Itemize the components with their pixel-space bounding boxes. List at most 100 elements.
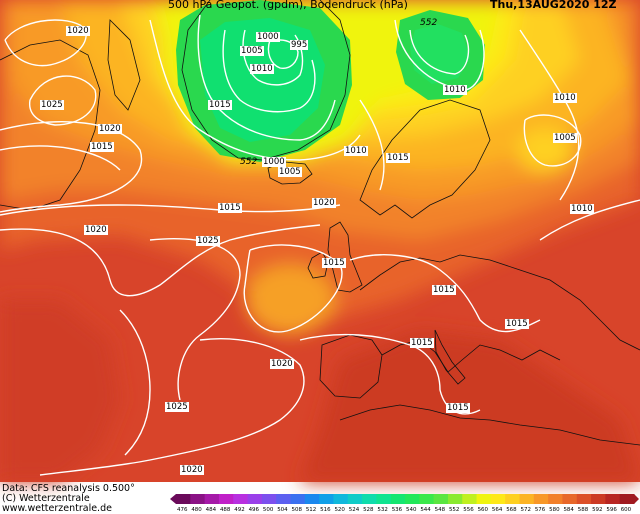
isobar-label: 1020 xyxy=(66,26,90,36)
isobar-label: 1005 xyxy=(278,167,302,177)
color-scale-tick-label: 592 xyxy=(592,507,603,513)
color-scale-tick-label: 528 xyxy=(363,507,374,513)
italy-coast xyxy=(434,329,466,385)
isobar-label: 1005 xyxy=(240,46,264,56)
color-scale-tick-label: 544 xyxy=(420,507,431,513)
isobar-1000-greenland xyxy=(242,29,304,86)
isobar-label: 1015 xyxy=(386,153,410,163)
color-scale-tick-label: 476 xyxy=(177,507,188,513)
isobar-1025-sw xyxy=(119,309,151,456)
isobar-label: 1000 xyxy=(262,157,286,167)
isobar-1005-scan xyxy=(409,29,470,75)
isobar-1015-greenland xyxy=(149,19,361,161)
color-scale-tick-label: 504 xyxy=(277,507,288,513)
map-datetime: Thu,13AUG2020 12Z xyxy=(490,0,617,11)
color-scale-tick-label: 548 xyxy=(434,507,446,513)
isobar-label: 1005 xyxy=(553,133,577,143)
color-scale-tick-label: 496 xyxy=(248,507,260,513)
color-scale-tick-label: 520 xyxy=(334,507,345,513)
isobar-label: 1015 xyxy=(410,338,434,348)
isobar-label: 1015 xyxy=(218,203,242,213)
canada-coast xyxy=(0,39,101,211)
isobar-1020-nw xyxy=(4,19,87,67)
field-zone-southwest xyxy=(0,300,120,482)
color-scale-tick-label: 512 xyxy=(305,507,317,513)
data-source-text: Data: CFS reanalysis 0.500° xyxy=(2,483,135,494)
color-scale-tick-label: 568 xyxy=(506,507,517,513)
isobar-label: 1010 xyxy=(344,146,368,156)
isobar-1010-east xyxy=(519,29,580,201)
isobar-label: 1020 xyxy=(270,359,294,369)
iberia-coast xyxy=(319,334,383,399)
isobar-1010-greenland xyxy=(197,14,336,141)
isobar-1010-north xyxy=(359,99,385,191)
color-scale-ticks: 476 480 484 488 492 496 500 504 508 512 516 520 524 5… xyxy=(172,506,640,514)
geopotential-label: 552 xyxy=(420,18,438,28)
isobar-1005-east xyxy=(523,114,582,167)
color-scale-tick-label: 524 xyxy=(348,507,360,513)
color-scale-tick-label: 492 xyxy=(234,507,245,513)
baffin-islands xyxy=(107,19,141,111)
isobar-label: 995 xyxy=(290,40,309,50)
scandinavia-low-inner xyxy=(410,24,470,84)
field-zone-south xyxy=(300,330,640,482)
isobar-label: 1010 xyxy=(570,204,594,214)
isobar-label: 1020 xyxy=(98,124,122,134)
isobar-1020-w xyxy=(0,121,143,213)
isobar-label: 1015 xyxy=(505,319,529,329)
color-scale-tick-label: 516 xyxy=(320,507,331,513)
color-scale-tick-label: 536 xyxy=(391,507,403,513)
map-title: 500 hPa Geopot. (gpdm), Bodendruck (hPa) xyxy=(168,0,408,11)
isobar-label: 1025 xyxy=(196,236,220,246)
isobar-1015-w xyxy=(0,145,121,171)
isobar-1005-greenland xyxy=(222,29,316,113)
isobar-label: 1015 xyxy=(446,403,470,413)
isobar-label: 1020 xyxy=(180,465,204,475)
color-scale-tick-label: 480 xyxy=(191,507,202,513)
color-scale-tick-label: 556 xyxy=(463,507,474,513)
africa-coast xyxy=(339,404,640,446)
color-scale-tick-label: 564 xyxy=(491,507,503,513)
isobar-1015-uk xyxy=(243,244,343,333)
isobar-label: 1015 xyxy=(90,142,114,152)
color-scale-tick-label: 600 xyxy=(620,507,632,513)
isobar-label: 1010 xyxy=(553,93,577,103)
isobar-label: 1010 xyxy=(250,64,274,74)
color-scale-tick-label: 540 xyxy=(406,507,417,513)
color-scale-tick-label: 488 xyxy=(219,507,231,513)
color-scale-tick-label: 584 xyxy=(563,507,574,513)
color-scale-tick-label: 596 xyxy=(606,507,617,513)
color-scale-tick-label: 560 xyxy=(477,507,489,513)
color-scale-tick-label: 532 xyxy=(377,507,388,513)
color-scale-tick-label: 552 xyxy=(448,507,460,513)
color-scale-tick-label: 500 xyxy=(262,507,274,513)
color-scale-tick-label: 580 xyxy=(549,507,560,513)
color-scale-tick-label: 484 xyxy=(205,507,217,513)
isobar-label: 1025 xyxy=(40,100,64,110)
geopotential-label: 552 xyxy=(240,157,258,167)
website-url: www.wetterzentrale.de xyxy=(2,503,112,514)
isobar-label: 1025 xyxy=(165,402,189,412)
color-scale-tick-label: 588 xyxy=(577,507,589,513)
isobar-1015-continent xyxy=(349,254,541,333)
isobar-1020-south xyxy=(39,338,305,476)
isobar-label: 1020 xyxy=(84,225,108,235)
isobar-label: 1000 xyxy=(256,32,280,42)
isobar-1010-se xyxy=(539,199,640,241)
isobar-label: 1010 xyxy=(443,85,467,95)
scandinavia-coast xyxy=(359,99,491,219)
isobar-label: 1020 xyxy=(312,198,336,208)
ireland-coast xyxy=(307,251,329,279)
isobar-label: 1015 xyxy=(432,285,456,295)
isobar-label: 1015 xyxy=(208,100,232,110)
iceland-coast xyxy=(267,161,313,185)
color-scale-tick-label: 508 xyxy=(291,507,303,513)
copyright-text: (C) Wetterzentrale xyxy=(2,493,90,504)
color-scale-tick-label: 572 xyxy=(520,507,532,513)
continental-coast xyxy=(359,254,640,351)
isobar-1025-nw xyxy=(28,75,97,126)
color-scale-tick-label: 576 xyxy=(534,507,546,513)
isobar-1015-atlantic xyxy=(0,204,341,216)
isobar-1020-atlantic xyxy=(0,224,321,297)
